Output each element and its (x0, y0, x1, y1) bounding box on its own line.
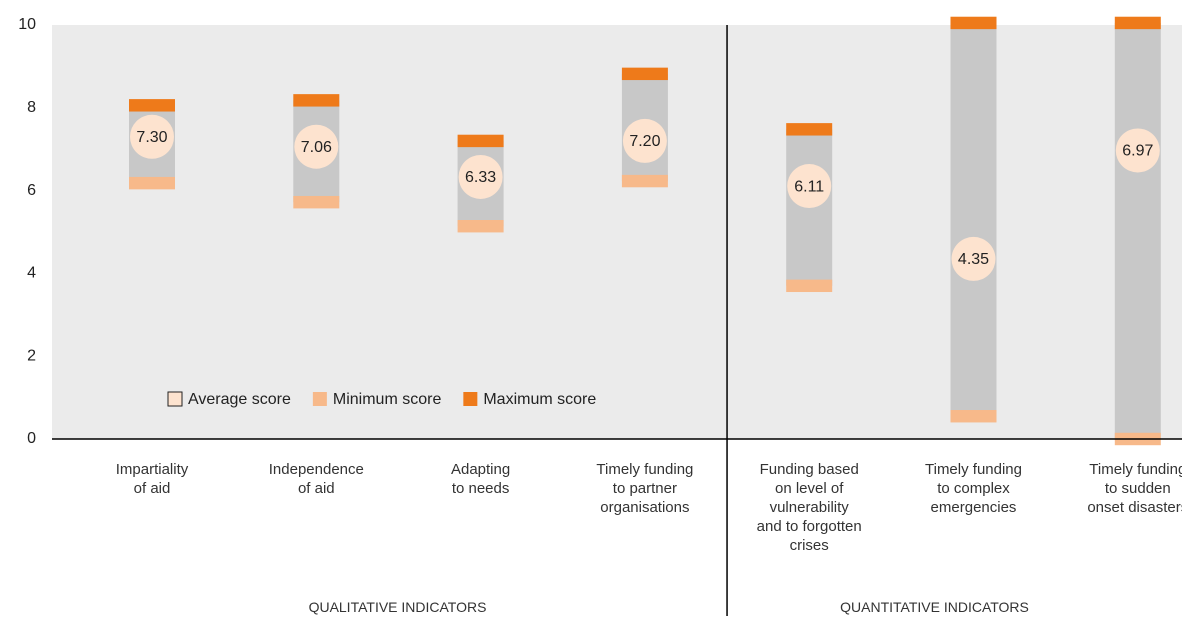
y-tick-label: 10 (18, 16, 36, 33)
average-label: 6.33 (465, 169, 496, 186)
y-tick-label: 0 (27, 430, 36, 447)
y-tick-label: 2 (27, 347, 36, 364)
min-marker (621, 174, 668, 188)
min-marker (293, 195, 340, 209)
average-marker (951, 236, 996, 281)
max-marker (293, 94, 340, 107)
average-label: 4.35 (958, 251, 989, 268)
max-marker (457, 134, 504, 148)
average-label: 6.97 (1122, 143, 1153, 160)
x-tick-label: Timely funding to sudden onset disasters (1087, 461, 1182, 516)
plot-background (52, 25, 1182, 439)
min-marker (786, 279, 833, 293)
group-label: QUALITATIVE INDICATORS (308, 599, 487, 615)
average-marker (294, 124, 339, 169)
average-label: 7.20 (629, 133, 660, 150)
legend-label: Minimum score (333, 391, 442, 408)
min-marker (950, 410, 997, 423)
average-marker (458, 154, 503, 199)
legend-swatch (312, 392, 327, 406)
legend-swatch (463, 392, 478, 406)
average-marker (622, 118, 667, 163)
range-bar (950, 22, 997, 417)
average-marker (787, 164, 832, 209)
average-label: 7.30 (136, 129, 167, 146)
average-marker (130, 114, 174, 159)
average-label: 6.11 (794, 178, 824, 195)
y-tick-label: 8 (27, 99, 36, 116)
x-tick-label: Timely funding to partner organisations (596, 461, 694, 516)
average-marker (1115, 128, 1160, 173)
max-marker (129, 99, 175, 112)
legend-label: Maximum score (483, 391, 596, 408)
max-marker (621, 67, 668, 81)
x-tick-label: Impartiality of aid (115, 461, 189, 497)
range-bar (1114, 22, 1161, 440)
average-label: 7.06 (301, 139, 332, 156)
min-marker (457, 219, 504, 233)
legend-swatch (167, 391, 183, 407)
max-marker (1114, 16, 1161, 30)
x-tick-label: Independence of aid (268, 461, 364, 497)
x-tick-label: Funding based on level of vulnerability … (756, 461, 862, 554)
legend-label: Average score (188, 391, 291, 408)
max-marker (786, 123, 833, 136)
x-tick-label: Timely funding to complex emergencies (925, 461, 1022, 516)
max-marker (950, 16, 997, 30)
x-tick-label: Adapting to needs (450, 461, 511, 497)
y-tick-label: 4 (27, 265, 36, 282)
y-tick-label: 6 (27, 182, 36, 199)
group-label: QUANTITATIVE INDICATORS (840, 599, 1029, 615)
min-marker (129, 176, 175, 190)
